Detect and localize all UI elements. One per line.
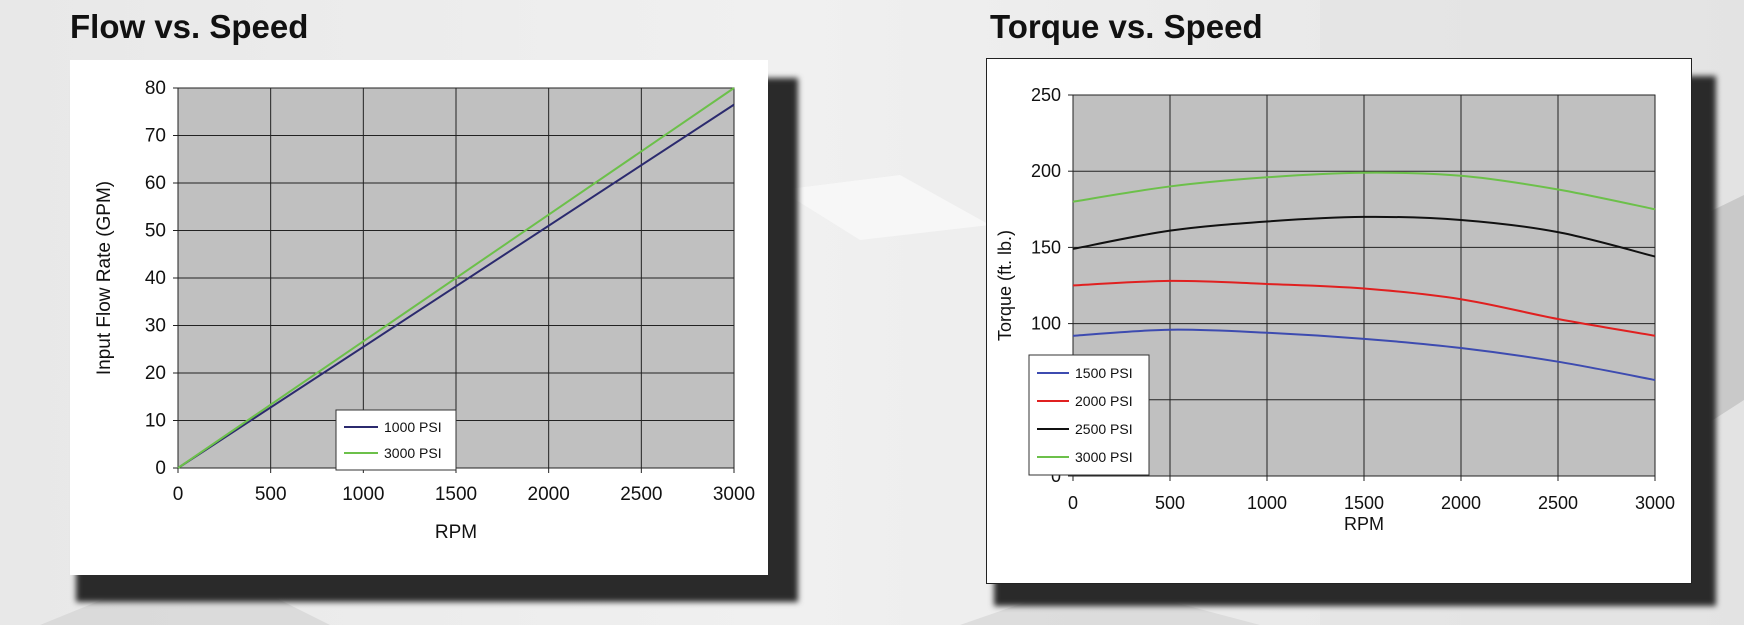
x-tick-label: 2000 [1441,493,1481,513]
chart-title-torque: Torque vs. Speed [990,8,1263,45]
legend-label: 1000 PSI [384,419,442,435]
flow-vs-speed-chart: 0 500 1000 1500 2000 2500 3000 0 10 20 30 40 50 60 70 8… [94,78,755,543]
y-tick-label: 70 [145,126,166,147]
x-axis-label: RPM [435,522,477,543]
x-tick-label: 3000 [713,484,755,505]
series-line [1072,171,1656,211]
legend-label: 2000 PSI [1075,393,1133,409]
x-tick-label: 2500 [1538,493,1578,513]
legend-label: 3000 PSI [1075,449,1133,465]
y-tick-label: 80 [145,78,166,99]
y-tick-label: 250 [1031,85,1061,105]
x-tick-label: 500 [1155,493,1185,513]
chart-title-flow: Flow vs. Speed [70,8,309,45]
series-line [1072,279,1656,337]
x-tick-label: 3000 [1635,493,1675,513]
y-tick-label: 0 [155,458,166,479]
y-tick-label: 150 [1031,237,1061,257]
x-tick-label: 2500 [620,484,662,505]
series-line [177,87,735,469]
series-line [1072,328,1656,381]
x-tick-label: 0 [173,484,184,505]
chart-panel-flow: 0 500 1000 1500 2000 2500 3000 0 10 20 30 40 50 60 70 8… [70,60,768,575]
legend-label: 3000 PSI [384,445,442,461]
legend-label: 2500 PSI [1075,421,1133,437]
y-axis-label: Torque (ft. lb.) [995,230,1015,341]
y-axis-label: Input Flow Rate (GPM) [94,181,115,375]
x-tick-label: 500 [255,484,287,505]
series-line [1072,215,1656,258]
x-tick-label: 1000 [1247,493,1287,513]
legend-label: 1500 PSI [1075,365,1133,381]
torque-vs-speed-chart: 050010001500200025003000050100150200250R… [995,85,1675,534]
y-tick-label: 0 [1051,466,1061,486]
x-tick-label: 0 [1068,493,1078,513]
y-tick-label: 60 [145,173,166,194]
x-axis-label: RPM [1344,514,1384,534]
y-tick-label: 200 [1031,161,1061,181]
y-tick-label: 40 [145,268,166,289]
y-tick-label: 30 [145,316,166,337]
chart-panel-torque: 050010001500200025003000050100150200250R… [986,58,1692,584]
x-tick-label: 1500 [1344,493,1384,513]
legend-box [335,409,457,471]
x-tick-label: 1500 [435,484,477,505]
y-tick-label: 10 [145,411,166,432]
x-tick-label: 2000 [528,484,570,505]
y-tick-label: 100 [1031,314,1061,334]
series-line [177,103,735,469]
y-tick-label: 20 [145,363,166,384]
legend-box [1028,354,1150,476]
x-tick-label: 1000 [342,484,384,505]
y-tick-label: 50 [145,221,166,242]
